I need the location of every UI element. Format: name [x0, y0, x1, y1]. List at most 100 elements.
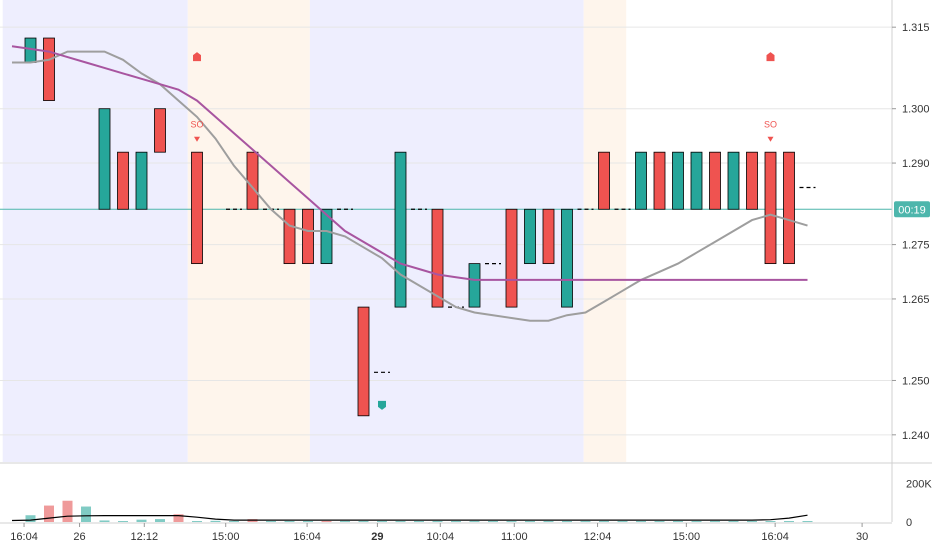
down-arrow-marker-icon: [378, 400, 386, 410]
time-tick-label: 29: [371, 531, 383, 543]
candle-down: [653, 151, 666, 210]
candle-down: [357, 306, 370, 417]
volume-bar: [525, 521, 535, 523]
candle-up: [561, 208, 573, 308]
volume-bar: [488, 521, 498, 523]
time-tick-label: 10:04: [427, 531, 455, 543]
volume-bar: [599, 521, 609, 523]
volume-bar: [303, 521, 313, 523]
volume-bar: [765, 521, 776, 523]
candle-down: [746, 151, 758, 210]
candle-up: [690, 151, 703, 210]
volume-bar: [155, 519, 165, 522]
volume-bar: [377, 521, 387, 523]
price-tick-label: 1.300: [902, 104, 930, 116]
price-tick-label: 1.265: [902, 294, 930, 306]
volume-bar: [321, 521, 332, 523]
volume-bar: [451, 521, 461, 523]
time-tick-label: 16:04: [761, 531, 789, 543]
volume-bar: [395, 521, 406, 523]
price-tick-label: 1.315: [902, 22, 930, 34]
candle-up: [135, 151, 148, 210]
candle-up: [727, 151, 740, 210]
so-marker-arrow-icon: [194, 136, 200, 142]
volume-bar: [747, 521, 757, 523]
candle-down: [43, 37, 55, 101]
gridlines: [0, 26, 892, 436]
time-tick-label: 16:04: [10, 531, 38, 543]
moving-average-fast-line: [12, 50, 808, 322]
time-tick-label: 30: [856, 531, 868, 543]
price-tick-label: 1.240: [902, 430, 930, 442]
volume-pane: [0, 462, 932, 523]
volume-bar: [358, 521, 369, 523]
current-price-tag-label: 00:19: [898, 204, 926, 216]
volume-bar: [784, 521, 794, 523]
up-arrow-marker-icon: [193, 52, 201, 62]
candle-down: [764, 151, 777, 265]
volume-bar: [99, 520, 110, 522]
volume-tick-label: 200K: [906, 478, 932, 490]
volume-bar: [710, 521, 720, 523]
so-marker-arrow-icon: [767, 136, 774, 142]
candle-down: [283, 208, 296, 265]
moving-averages: [11, 45, 808, 322]
session-band-extended: [583, 0, 627, 462]
price-tick-label: 1.275: [902, 240, 930, 252]
volume-bar: [284, 521, 295, 523]
candle-down: [191, 151, 203, 265]
up-arrow-marker-icon: [766, 52, 775, 62]
candle-down: [431, 208, 444, 308]
signal-markers: SO SO: [190, 52, 777, 410]
volume-bar: [44, 505, 54, 522]
session-band-regular: [2, 0, 188, 462]
volume-bar: [506, 521, 517, 523]
candles: [24, 37, 816, 417]
current-price-tag: [894, 201, 930, 218]
volume-bar: [81, 506, 91, 522]
price-tick-label: 1.290: [902, 158, 930, 170]
volume-bar: [432, 521, 443, 523]
time-tick-label: 15:00: [212, 531, 240, 543]
volume-bar: [414, 521, 424, 523]
volume-bar: [173, 514, 184, 522]
volume-bar: [691, 521, 702, 523]
session-band-regular: [309, 0, 584, 462]
price-tick-label: 1.250: [902, 375, 930, 387]
candle-up: [524, 208, 536, 265]
volume-bar: [266, 521, 276, 523]
volume-bar: [25, 515, 36, 522]
candle-down: [246, 151, 259, 210]
candle-up: [320, 208, 333, 265]
moving-average-slow-line: [11, 45, 808, 281]
candle-down: [154, 108, 166, 153]
candle-up: [98, 108, 111, 210]
volume-bar: [617, 521, 628, 523]
volume-bar: [802, 521, 813, 523]
candle-up: [635, 151, 647, 210]
time-tick-label: 15:00: [673, 531, 701, 543]
candle-down: [117, 151, 129, 210]
volume-moving-average-line: [11, 514, 808, 522]
volume-bar: [562, 521, 572, 523]
time-tick-label: 12:04: [584, 531, 612, 543]
so-marker-label: SO: [190, 120, 203, 130]
volume-bar: [340, 521, 350, 523]
volume-bar: [673, 521, 683, 523]
volume-bar: [118, 521, 128, 523]
volume-bar: [136, 519, 147, 522]
time-tick-label: 26: [73, 531, 85, 543]
time-tick-label: 16:04: [293, 531, 321, 543]
candle-down: [302, 208, 314, 265]
volume-bar: [62, 500, 73, 522]
volume-bar: [192, 521, 202, 523]
so-marker-label: SO: [764, 120, 777, 130]
candle-down: [598, 151, 610, 210]
volume-bar: [654, 521, 665, 523]
volume-bar: [580, 521, 591, 523]
candle-down: [783, 151, 795, 265]
time-tick-label: 11:00: [501, 531, 528, 543]
candle-up: [394, 151, 407, 308]
